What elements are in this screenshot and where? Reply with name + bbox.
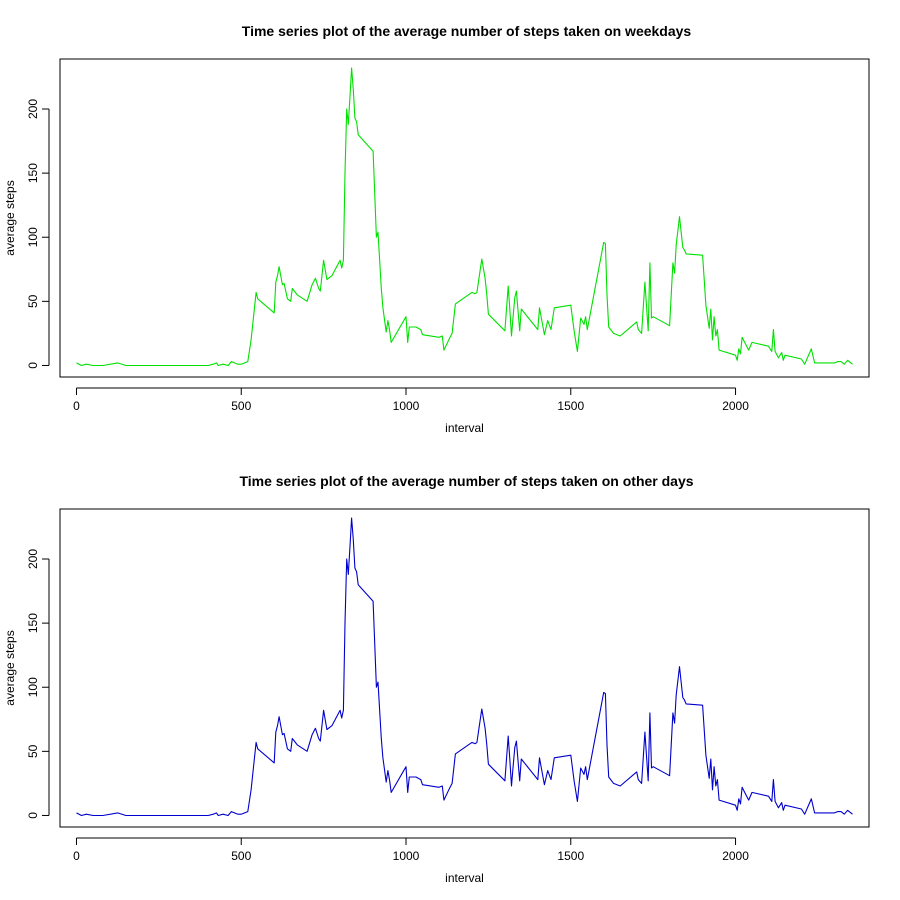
plot-frame	[59, 508, 870, 828]
chart-title: Time series plot of the average number o…	[242, 23, 692, 39]
y-tick-label: 0	[26, 362, 40, 369]
x-tick-label: 1500	[557, 849, 584, 863]
x-tick-label: 0	[73, 399, 80, 413]
y-tick-label: 50	[26, 294, 40, 308]
series-line	[76, 517, 853, 817]
chart-panel-2: Time series plot of the average number o…	[3, 473, 870, 885]
x-tick-label: 2000	[722, 399, 749, 413]
x-axis-title: interval	[445, 421, 484, 435]
x-axis-title: interval	[445, 871, 484, 885]
x-tick-label: 500	[231, 849, 251, 863]
chart-panel-1: Time series plot of the average number o…	[3, 23, 870, 435]
x-tick-label: 1500	[557, 399, 584, 413]
y-tick-label: 100	[26, 227, 40, 247]
chart-title: Time series plot of the average number o…	[239, 473, 693, 489]
x-tick-label: 1000	[393, 399, 420, 413]
x-tick-label: 2000	[722, 849, 749, 863]
y-tick-label: 150	[26, 163, 40, 183]
plot-frame	[59, 58, 870, 378]
y-tick-label: 50	[26, 744, 40, 758]
series-line	[76, 67, 853, 367]
y-tick-label: 200	[26, 549, 40, 569]
x-tick-label: 500	[231, 399, 251, 413]
x-tick-label: 0	[73, 849, 80, 863]
y-axis-title: average steps	[3, 630, 17, 705]
y-axis-title: average steps	[3, 180, 17, 255]
x-tick-label: 1000	[393, 849, 420, 863]
y-tick-label: 100	[26, 677, 40, 697]
y-tick-label: 200	[26, 99, 40, 119]
y-tick-label: 150	[26, 613, 40, 633]
y-tick-label: 0	[26, 812, 40, 819]
